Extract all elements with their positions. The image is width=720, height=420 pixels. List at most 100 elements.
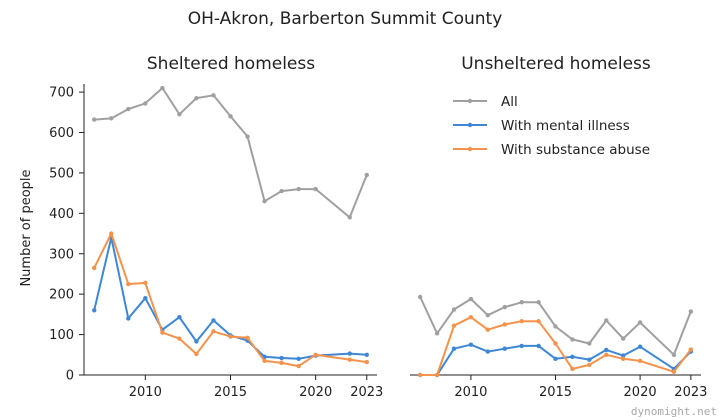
data-point [177,336,182,341]
data-point [194,95,199,101]
data-point [143,101,148,106]
legend-label-with-substance-abuse: With substance abuse [501,142,650,158]
series-with-mental-illness [417,342,694,378]
data-point [143,280,148,286]
data-point [637,358,643,364]
data-point [211,93,216,98]
data-point [347,357,352,362]
panel-title: Sheltered homeless [147,54,315,74]
data-point [451,323,457,328]
unsheltered-panel: Unsheltered homeless 2010 2015 2020 2023 [410,54,707,400]
data-point [313,186,318,192]
data-point [245,134,250,139]
data-point [519,300,524,305]
data-point [485,349,491,354]
data-point [637,320,643,325]
data-point [570,366,575,372]
data-point [279,355,284,361]
x-tick-label: 2023 [350,385,383,400]
data-point [536,343,541,349]
data-point [451,346,457,351]
data-point [485,312,491,318]
y-tick-label: 200 [49,288,74,303]
data-point [553,324,558,329]
data-point [364,172,369,178]
data-point [211,329,216,334]
data-point [177,112,182,117]
series-all [417,294,694,357]
data-point [519,319,524,324]
data-point [296,186,301,192]
data-point [126,281,131,287]
watermark: dynomight.net [631,405,717,418]
data-point [519,343,524,349]
series-with-substance-abuse [92,231,369,369]
data-point [177,315,182,320]
data-point [536,300,541,305]
y-axis-title: Number of people [19,169,34,286]
data-point [587,362,592,368]
x-tick-label: 2015 [539,385,572,400]
legend-swatch-marker [467,146,473,152]
data-point [92,308,97,313]
data-point [553,356,558,362]
data-point [109,231,114,236]
data-point [417,294,423,300]
x-tick-label: 2010 [454,385,487,400]
data-point [671,352,677,357]
data-point [570,354,575,360]
data-point [262,358,267,364]
data-point [143,296,148,301]
legend-swatch-marker [467,98,473,104]
sheltered-panel: Sheltered homeless 2010 2015 2020 2023 0 100 20… [49,54,383,400]
y-tick-label: 700 [49,86,74,101]
legend-swatch-marker [467,122,473,128]
data-point [126,316,131,321]
data-point [468,315,474,320]
data-point [92,117,97,122]
data-point [553,341,558,346]
y-tick-label: 400 [49,207,74,222]
data-point [570,337,575,342]
data-point [434,331,440,336]
series-all [92,85,369,220]
chart-main-title: OH-Akron, Barberton Summit County [188,9,503,29]
data-point [296,356,301,362]
legend-label-all: All [501,94,518,110]
data-point [637,344,643,349]
series-line-all [419,296,692,356]
data-point [364,352,369,357]
data-point [194,351,199,357]
data-point [160,85,165,91]
data-point [245,335,250,341]
series-line-all [94,87,368,219]
y-tick-label: 0 [66,369,74,384]
y-tick-label: 300 [49,247,74,262]
data-point [262,199,267,204]
data-point [160,330,165,335]
data-point [620,336,626,341]
x-tick-label: 2015 [214,385,247,400]
x-tick-label: 2023 [674,385,707,400]
x-tick-label: 2020 [624,385,657,400]
series-with-substance-abuse [417,315,694,378]
series-with-mental-illness [92,235,369,362]
data-point [109,116,114,121]
data-point [211,318,216,323]
y-tick-label: 600 [49,126,74,141]
data-point [671,369,677,374]
legend: All With mental illness With substance abu… [453,94,650,158]
data-point [347,215,352,220]
data-point [688,309,694,314]
data-point [604,352,609,357]
data-point [604,347,609,353]
series-line-with-mental-illness [420,343,692,376]
data-point [228,334,233,339]
data-point [536,319,541,324]
data-point [451,307,457,312]
panel-title: Unsheltered homeless [461,54,651,74]
data-point [620,356,626,362]
data-point [194,339,199,344]
data-point [502,304,507,310]
